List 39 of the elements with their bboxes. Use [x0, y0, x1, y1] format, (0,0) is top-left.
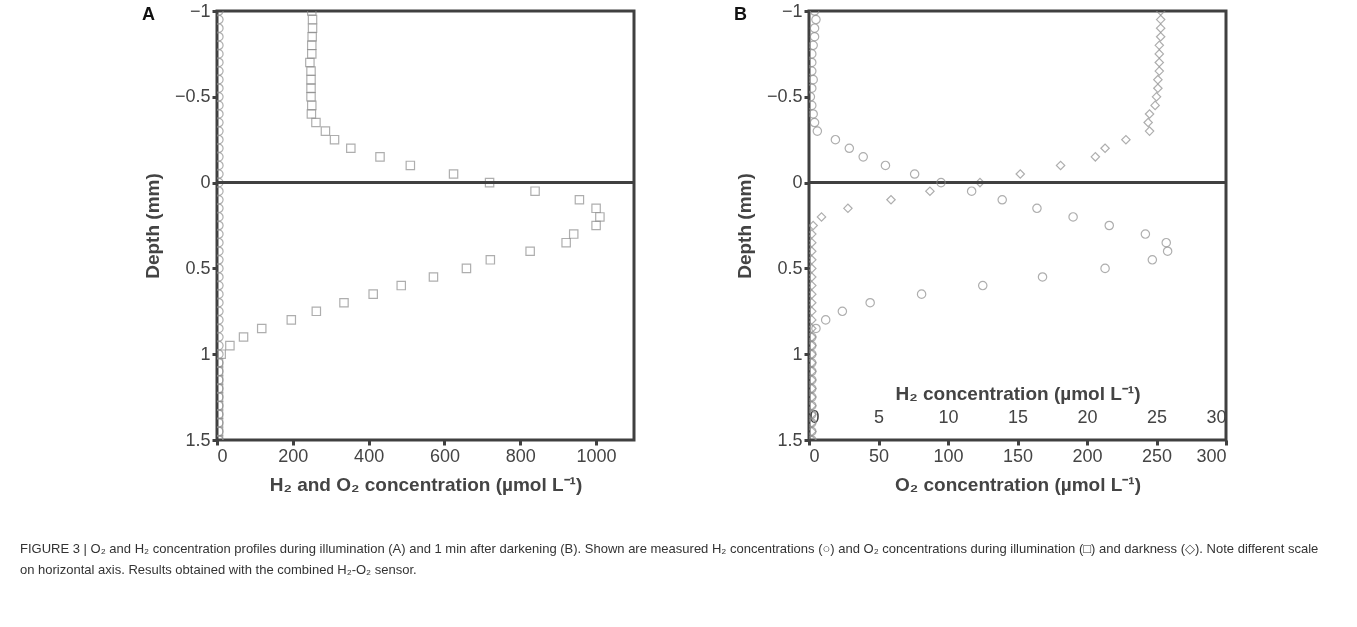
x2-tick-label: 20 [1077, 406, 1098, 427]
y-tick-label: 1 [200, 343, 211, 364]
x-tick-label: 1000 [576, 445, 617, 466]
y-axis-title: Depth (mm) [733, 173, 755, 279]
x2-tick-label: 25 [1146, 406, 1168, 427]
y-tick-label: 0.5 [185, 257, 211, 278]
y-tick-label: 0 [200, 172, 211, 193]
x-tick-label: 0 [217, 445, 228, 466]
x2-tick-label: 5 [873, 406, 885, 427]
y-tick-label: −0.5 [174, 86, 211, 107]
text: A [142, 4, 155, 24]
x-tick-label: 200 [1072, 445, 1103, 466]
y-tick-label: 0 [792, 172, 803, 193]
y-tick-label: 1.5 [185, 429, 211, 450]
x2-tick-label: 10 [938, 406, 959, 427]
x-tick-label: 250 [1141, 445, 1173, 466]
x-tick-label: 50 [868, 445, 890, 466]
y-tick-label: −1 [189, 0, 211, 21]
x-tick-label: 200 [278, 445, 309, 466]
x-tick-label: 400 [354, 445, 385, 466]
x2-axis-title: H₂ concentration (µmol L⁻¹) [895, 382, 1141, 404]
y-tick-label: 1.5 [777, 429, 803, 450]
caption: FIGURE 3 | O₂ and H₂ concentration profiles during illumination (A) and 1 min after darkening (B). Shown are measured H₂ concentrations (○) and O₂ concentrations during illumination (□) and darkness (◇). Note different scale on horizontal axis. Results obtained with the combined H₂-O₂ sensor. [20, 540, 1320, 579]
x-tick-label: 100 [933, 445, 964, 466]
x-axis-title: O₂ concentration (µmol L⁻¹) [895, 473, 1141, 495]
y-tick-label: −0.5 [766, 86, 803, 107]
x-axis-title: H₂ and O₂ concentration (µmol L⁻¹) [269, 473, 583, 495]
x-tick-label: 150 [1002, 445, 1034, 466]
x2-tick-label: 15 [1007, 406, 1029, 427]
x2-tick-label: 0 [809, 406, 820, 427]
y-axis-title: Depth (mm) [141, 173, 163, 279]
x-tick-label: 800 [505, 445, 536, 466]
x-tick-label: 600 [429, 445, 460, 466]
y-tick-label: 0.5 [777, 257, 803, 278]
y-tick-label: −1 [781, 0, 803, 21]
text: B [734, 4, 747, 24]
x-tick-label: 300 [1196, 445, 1227, 466]
y-tick-label: 1 [792, 343, 803, 364]
x-tick-label: 0 [809, 445, 820, 466]
